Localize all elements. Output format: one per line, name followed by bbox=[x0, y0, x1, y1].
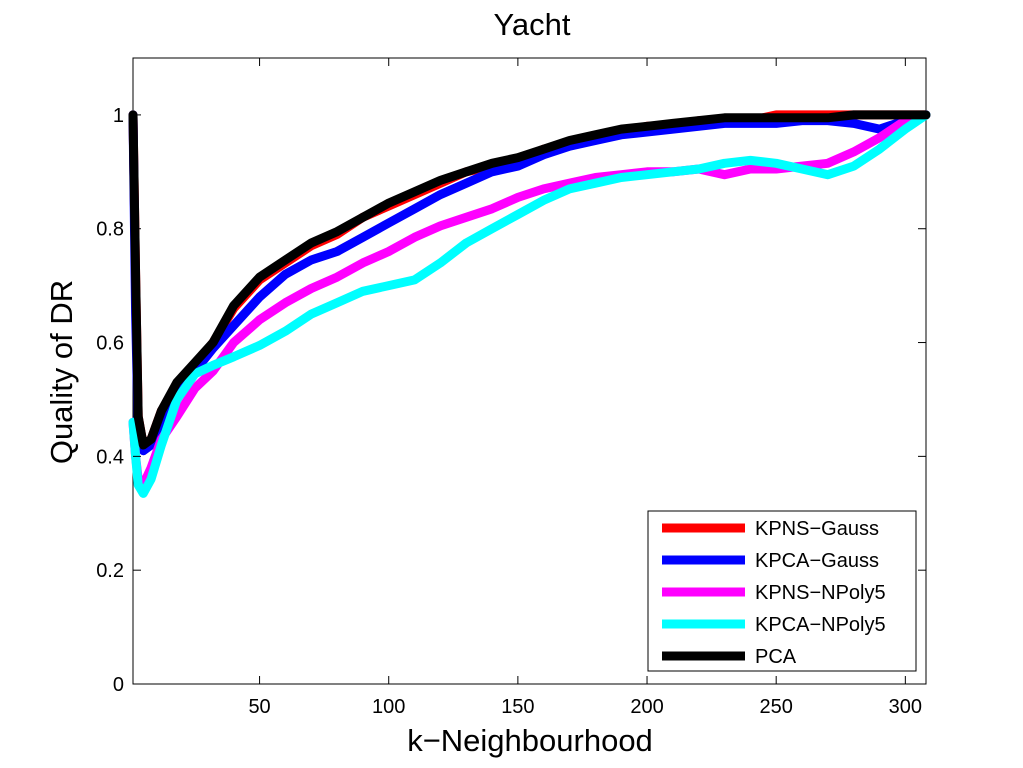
y-tick-label-3: 0.6 bbox=[96, 333, 124, 355]
x-tick-label-4: 250 bbox=[759, 696, 792, 718]
x-tick-label-3: 200 bbox=[630, 696, 663, 718]
y-tick-labels: 0 0.2 0.4 0.6 0.8 1 bbox=[96, 105, 124, 696]
series-line-5 bbox=[128, 110, 931, 450]
y-tick-label-2: 0.4 bbox=[96, 446, 124, 468]
chart-title: Yacht bbox=[494, 7, 571, 42]
legend-label-4: KPCA−NPoly5 bbox=[755, 614, 886, 636]
y-tick-label-1: 0.2 bbox=[96, 560, 124, 582]
y-tick-label-4: 0.8 bbox=[96, 219, 124, 241]
y-axis-title: Quality of DR bbox=[44, 280, 79, 464]
x-tick-labels: 50 100 150 200 250 300 bbox=[248, 696, 922, 718]
x-tick-label-0: 50 bbox=[248, 696, 270, 718]
legend-entries: KPNS−Gauss KPCA−Gauss KPNS−NPoly5 KPCA−NPol… bbox=[662, 518, 886, 668]
y-tick-label-0: 0 bbox=[113, 674, 124, 696]
legend-label-1: KPNS−Gauss bbox=[755, 518, 879, 540]
legend-label-3: KPNS−NPoly5 bbox=[755, 582, 886, 604]
series-line-3 bbox=[128, 110, 931, 490]
series-layer bbox=[128, 110, 931, 498]
legend-label-2: KPCA−Gauss bbox=[755, 550, 879, 572]
x-tick-label-1: 100 bbox=[372, 696, 405, 718]
x-tick-label-5: 300 bbox=[889, 696, 922, 718]
x-axis-title: k−Neighbourhood bbox=[407, 723, 653, 758]
tick-layer bbox=[133, 58, 926, 685]
series-line-4 bbox=[128, 110, 931, 498]
y-tick-label-5: 1 bbox=[113, 105, 124, 127]
x-tick-label-2: 150 bbox=[501, 696, 534, 718]
legend: KPNS−Gauss KPCA−Gauss KPNS−NPoly5 KPCA−NPol… bbox=[647, 510, 917, 672]
legend-label-5: PCA bbox=[755, 646, 797, 668]
